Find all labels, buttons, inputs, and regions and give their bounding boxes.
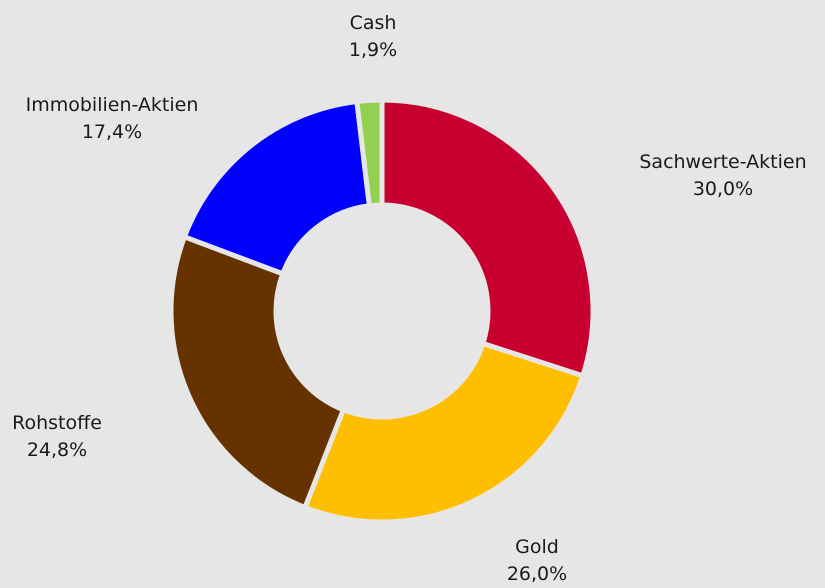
- slices-layer: [168, 97, 596, 525]
- labels-layer: Sachwerte-Aktien 30,0% Gold 26,0% Rohstoffe 2…: [12, 12, 807, 585]
- slice-label: Gold: [515, 536, 559, 558]
- slice-value-label: 17,4%: [82, 121, 142, 143]
- slice-sachwerte-aktien: [379, 97, 596, 379]
- slice-value-label: 30,0%: [693, 178, 753, 200]
- slice-label: Sachwerte-Aktien: [639, 151, 806, 173]
- slice-label: Immobilien-Aktien: [26, 94, 199, 116]
- slice-value-label: 24,8%: [27, 439, 87, 461]
- slice-label: Rohstoffe: [12, 412, 102, 434]
- slice-immobilien-aktien: [181, 98, 373, 277]
- slice-gold: [301, 340, 586, 525]
- slice-cash: [354, 97, 385, 209]
- slice-label: Cash: [350, 12, 397, 34]
- slice-value-label: 1,9%: [349, 39, 397, 61]
- slice-value-label: 26,0%: [507, 563, 567, 585]
- slice-rohstoffe: [168, 233, 347, 511]
